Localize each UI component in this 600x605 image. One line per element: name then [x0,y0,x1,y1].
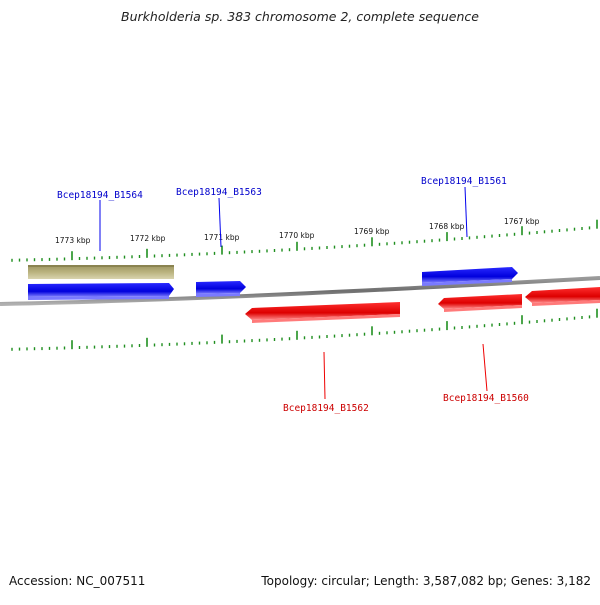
gene-arrow-b1564[interactable] [28,283,174,300]
leader-line-b1563 [218,197,222,248]
ruler-ticks-top [11,219,598,262]
gene-arrow-b1560[interactable] [438,294,522,312]
leader-line-b1561 [464,186,468,238]
ruler-label: 1770 kbp [279,231,315,240]
gene-label-b1560[interactable]: Bcep18194_B1560 [443,393,529,404]
gene-arrow-b1561[interactable] [422,267,518,286]
gene-label-b1562[interactable]: Bcep18194_B1562 [283,403,369,414]
ruler-label: 1768 kbp [429,222,465,231]
ruler-labels: 1773 kbp 1772 kbp 1771 kbp 1770 kbp 1769… [55,217,540,245]
ruler-label: 1773 kbp [55,236,91,245]
leader-line-b1562 [323,351,326,400]
backbone [0,276,600,306]
gene-arrow-partial[interactable] [525,287,600,306]
gene-label-b1561[interactable]: Bcep18194_B1561 [421,176,507,187]
gene-arrow-b1562[interactable] [245,302,400,323]
ruler-label: 1769 kbp [354,227,390,236]
map-title: Burkholderia sp. 383 chromosome 2, compl… [121,9,479,24]
ruler-label: 1767 kbp [504,217,540,226]
gene-arrow-b1563[interactable] [196,281,246,297]
gene-label-b1563[interactable]: Bcep18194_B1563 [176,187,262,198]
feature-other[interactable] [28,265,174,279]
accession-text: Accession: NC_007511 [9,574,146,588]
leader-line-b1560 [482,343,488,392]
topology-text: Topology: circular; Length: 3,587,082 bp… [261,574,591,588]
ruler-label: 1772 kbp [130,234,166,243]
gene-label-b1564[interactable]: Bcep18194_B1564 [57,190,143,201]
ruler-label: 1771 kbp [204,233,240,242]
ruler-ticks-bottom [11,308,598,351]
